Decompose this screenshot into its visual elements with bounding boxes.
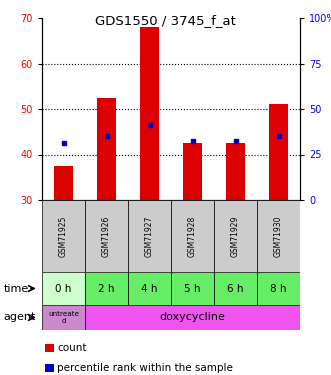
Bar (128, 200, 171, 272)
Text: time: time (3, 284, 28, 294)
Bar (214, 200, 257, 272)
Text: GSM71925: GSM71925 (59, 215, 68, 256)
Text: 0 h: 0 h (55, 284, 72, 294)
Text: 8 h: 8 h (270, 284, 287, 294)
Text: GSM71930: GSM71930 (274, 215, 283, 257)
Text: GDS1550 / 3745_f_at: GDS1550 / 3745_f_at (95, 14, 236, 27)
Bar (226, 143, 245, 200)
Text: GSM71928: GSM71928 (188, 215, 197, 256)
Text: agent: agent (3, 312, 36, 322)
Text: percentile rank within the sample: percentile rank within the sample (57, 363, 233, 373)
Bar (85, 200, 128, 272)
Text: count: count (57, 343, 86, 353)
Bar (214, 272, 257, 305)
Text: doxycycline: doxycycline (160, 312, 225, 322)
Text: GSM71929: GSM71929 (231, 215, 240, 256)
Text: 4 h: 4 h (141, 284, 158, 294)
Bar (140, 27, 159, 200)
Text: GSM71927: GSM71927 (145, 215, 154, 256)
Bar (269, 105, 288, 200)
Bar (42, 305, 85, 330)
Text: GSM71926: GSM71926 (102, 215, 111, 256)
Bar (171, 200, 214, 272)
Text: 5 h: 5 h (184, 284, 201, 294)
Bar (54, 166, 73, 200)
Bar (42, 272, 85, 305)
Text: 2 h: 2 h (98, 284, 115, 294)
Bar (97, 98, 116, 200)
Bar (42, 200, 85, 272)
Bar (85, 305, 300, 330)
Bar (183, 143, 202, 200)
Bar (85, 272, 128, 305)
Bar (171, 272, 214, 305)
Bar (257, 272, 300, 305)
Text: 6 h: 6 h (227, 284, 244, 294)
Text: untreate
d: untreate d (48, 311, 79, 324)
Bar (257, 200, 300, 272)
Bar (128, 272, 171, 305)
